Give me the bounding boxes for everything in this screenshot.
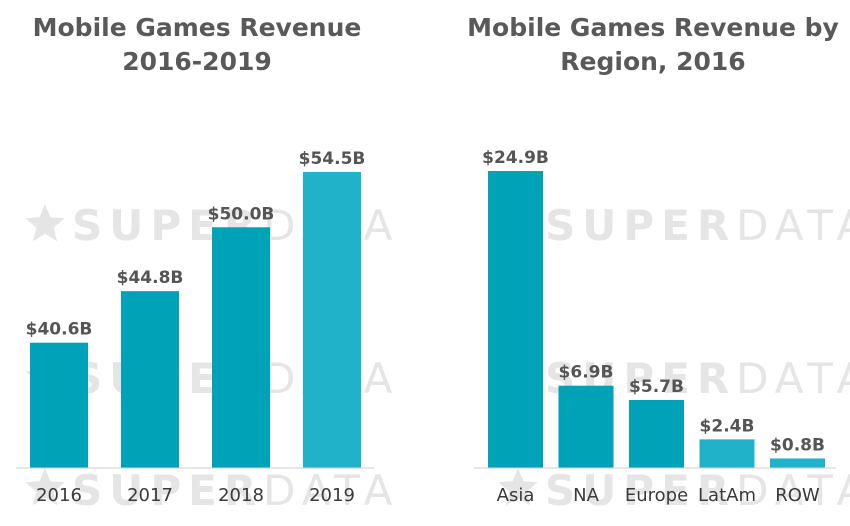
data-label: $5.7B	[629, 377, 684, 397]
bar-europe	[629, 400, 684, 468]
watermark-brand-bold: SUPER	[72, 466, 263, 515]
data-label: $6.9B	[559, 363, 614, 383]
data-label: $24.9B	[482, 148, 549, 168]
svg-text:SUPERDATA: SUPERDATA	[72, 466, 399, 515]
bar-2019	[303, 172, 361, 468]
chart-title-line-1: Mobile Games Revenue	[33, 13, 362, 42]
bar-group: $40.6B 2016 $44.8B 2017 $50.0B 2018 $54.5B 2019	[26, 149, 366, 506]
category-label: LatAm	[698, 485, 756, 506]
star-icon	[25, 204, 65, 242]
watermark-brand-light: DATA	[736, 354, 850, 403]
chart-title-line-2: 2016-2019	[122, 47, 272, 76]
watermark-brand-light: DATA	[736, 201, 850, 250]
category-label: 2018	[218, 485, 264, 506]
star-icon	[498, 468, 538, 506]
category-label: Europe	[625, 485, 688, 506]
data-label: $50.0B	[208, 204, 275, 224]
bar-row	[770, 458, 825, 468]
bar-2016	[30, 342, 88, 468]
chart-title-line-2: Region, 2016	[560, 47, 745, 76]
chart-regional-revenue: Mobile Games Revenue by Region, 2016 $24…	[467, 13, 839, 506]
data-label: $0.8B	[770, 435, 825, 455]
watermark-brand-bold: SUPER	[545, 466, 736, 515]
chart-title-line-1: Mobile Games Revenue by	[467, 13, 839, 42]
data-label: $54.5B	[299, 149, 366, 169]
chart-annual-revenue: Mobile Games Revenue 2016-2019 $40.6B 201…	[16, 13, 374, 506]
bar-asia	[488, 171, 543, 468]
bar-group: $24.9B Asia $6.9B NA $5.7B Europe $2.4B LatAm $0…	[482, 148, 825, 506]
watermark-brand-light: DATA	[263, 466, 399, 515]
data-label: $2.4B	[700, 416, 755, 436]
bar-2018	[212, 227, 270, 468]
category-label: ROW	[775, 485, 820, 506]
data-label: $40.6B	[26, 320, 93, 340]
bar-latam	[699, 439, 755, 468]
watermark-right-upper: SUPERDATA	[498, 201, 850, 250]
category-label: 2019	[309, 485, 355, 506]
data-label: $44.8B	[117, 268, 184, 288]
watermark-left-lower: SUPERDATA	[25, 466, 399, 515]
category-label: 2017	[127, 485, 173, 506]
category-label: NA	[573, 485, 599, 506]
svg-text:SUPERDATA: SUPERDATA	[545, 201, 850, 250]
watermark-brand-bold: SUPER	[545, 201, 736, 250]
star-icon	[25, 468, 65, 506]
bar-na	[558, 385, 614, 468]
category-label: 2016	[36, 485, 82, 506]
bar-2017	[121, 291, 179, 468]
watermark-right-lower: SUPERDATA	[498, 466, 850, 515]
category-label: Asia	[497, 485, 535, 506]
svg-text:SUPERDATA: SUPERDATA	[545, 466, 850, 515]
watermark-brand-light: DATA	[736, 466, 850, 515]
